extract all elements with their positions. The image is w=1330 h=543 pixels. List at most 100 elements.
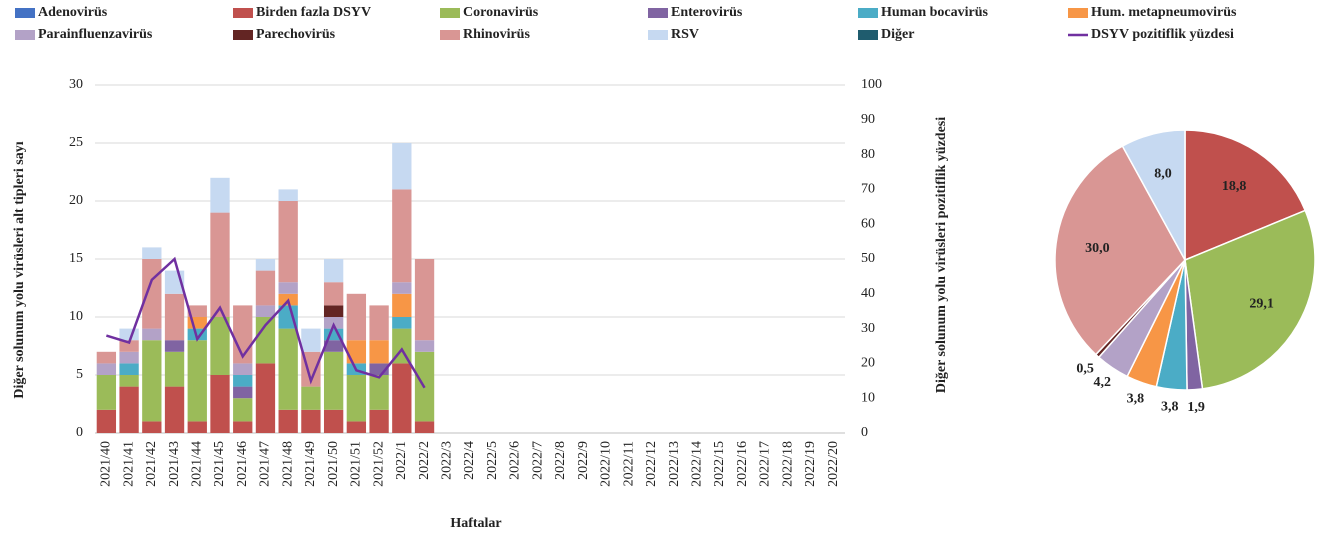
pie-slice	[1184, 129, 1307, 262]
y2-tick-label: 60	[861, 216, 875, 231]
bar-segment	[164, 293, 185, 341]
pie-label: 30,0	[1085, 241, 1110, 256]
bar-segment	[278, 201, 298, 283]
x-tick-label: 2022/2	[417, 441, 432, 480]
bar-segment	[96, 363, 117, 375]
legend-swatch	[15, 30, 35, 40]
bar-segment	[369, 409, 389, 433]
bar-segment	[323, 340, 344, 352]
bar-segment	[96, 351, 117, 364]
pie-label: 0,5	[1076, 361, 1094, 376]
x-tick-label: 2021/47	[258, 441, 273, 487]
x-tick-label: 2021/45	[212, 441, 227, 487]
x-tick-label: 2021/51	[349, 441, 364, 487]
x-axis-title: Haftalar	[450, 516, 501, 531]
bar-segment	[414, 421, 435, 433]
bar-segment	[119, 375, 139, 387]
y-tick-label: 5	[76, 367, 83, 382]
legend-label: Human bocavirüs	[881, 5, 989, 20]
pie-slice	[1054, 145, 1186, 356]
legend-swatch	[440, 30, 460, 40]
x-tick-label: 2021/44	[189, 441, 204, 487]
bar-segment	[414, 259, 435, 341]
y2-tick-label: 20	[861, 356, 875, 371]
bar-segment	[323, 305, 344, 317]
pie-slice	[1121, 129, 1186, 261]
legend-label: DSYV pozitiflik yüzdesi	[1091, 27, 1234, 42]
y2-tick-label: 90	[861, 112, 875, 127]
bar-segment	[210, 177, 230, 213]
x-tick-label: 2022/4	[462, 441, 477, 480]
bar-segment	[346, 421, 367, 433]
x-tick-label: 2022/10	[599, 441, 614, 487]
legend-swatch	[440, 8, 460, 18]
x-tick-label: 2022/12	[644, 441, 659, 487]
bar-segment	[164, 386, 185, 433]
pie-label: 29,1	[1249, 296, 1274, 311]
bar-segment	[210, 212, 230, 317]
bar-segment	[142, 421, 162, 433]
line-series	[105, 256, 426, 389]
y2-tick-label: 50	[861, 251, 875, 266]
y-tick-label: 10	[69, 309, 83, 324]
x-tick-label: 2022/5	[485, 441, 500, 480]
legend-label: Coronavirüs	[463, 5, 539, 20]
bar-segment	[278, 328, 298, 410]
bar-segment	[278, 409, 298, 433]
bar-segment	[187, 305, 207, 317]
bar-segment	[392, 293, 412, 317]
bar-segment	[301, 328, 321, 352]
bar-segment	[346, 340, 367, 364]
x-tick-label: 2021/42	[144, 441, 159, 487]
x-tick-label: 2022/7	[530, 441, 545, 480]
bar-segment	[323, 259, 344, 283]
pie-label: 18,8	[1222, 179, 1247, 194]
y2-tick-label: 0	[861, 425, 868, 440]
bar-segment	[301, 386, 321, 410]
bar-segment	[301, 409, 321, 433]
legend-label: Adenovirüs	[38, 5, 108, 20]
y2-tick-label: 70	[861, 182, 875, 197]
x-tick-label: 2022/14	[689, 441, 704, 487]
x-tick-label: 2022/13	[667, 441, 682, 487]
bar-segment	[96, 375, 117, 410]
pie-label: 8,0	[1154, 167, 1172, 182]
bar-segment	[233, 421, 253, 433]
x-tick-label: 2022/17	[758, 441, 773, 487]
legend-swatch	[15, 8, 35, 18]
legend-swatch	[648, 30, 668, 40]
bar-segment	[142, 247, 162, 259]
y2-tick-label: 80	[861, 147, 875, 162]
y-tick-label: 25	[69, 135, 83, 150]
bar-segment	[210, 375, 230, 433]
bar-segment	[392, 143, 412, 190]
y-tick-label: 20	[69, 193, 83, 208]
legend-swatch	[648, 8, 668, 18]
x-tick-label: 2022/1	[394, 441, 409, 480]
bar-segment	[255, 270, 276, 306]
bar-segment	[392, 189, 412, 283]
legend-label: RSV	[671, 27, 699, 42]
y-axis-title: Diğer solunum yolu virüsleri alt tipleri…	[12, 141, 27, 398]
x-tick-label: 2021/49	[303, 441, 318, 487]
x-tick-label: 2022/8	[553, 441, 568, 480]
x-tick-label: 2022/3	[439, 441, 454, 480]
x-tick-label: 2021/43	[167, 441, 182, 487]
pie-label: 4,2	[1094, 375, 1112, 390]
bar-segment	[323, 282, 344, 306]
bar-segment	[142, 340, 162, 422]
bar-segment	[187, 317, 207, 329]
legend-swatch	[233, 8, 253, 18]
bar-segment	[346, 293, 367, 341]
bar-segment	[392, 363, 412, 433]
bar-segment	[187, 421, 207, 433]
bar-segment	[119, 351, 139, 364]
x-tick-label: 2022/6	[508, 441, 523, 480]
bar-segment	[164, 340, 185, 352]
legend-swatch	[1068, 8, 1088, 18]
bar-segment	[392, 317, 412, 329]
bar-segment	[278, 189, 298, 201]
legend-label: Parainfluenzavirüs	[38, 27, 153, 42]
bar-segment	[142, 328, 162, 341]
pie-slice	[1184, 209, 1316, 390]
